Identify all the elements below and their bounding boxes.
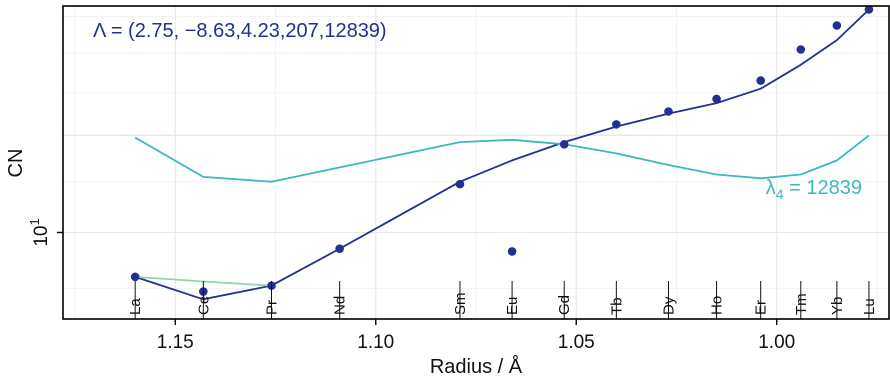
data-point-sm: [455, 179, 465, 189]
data-point-yb: [832, 21, 842, 30]
data-point-dy: [664, 107, 673, 116]
element-label-yb: Yb: [829, 297, 846, 315]
element-label-tb: Tb: [608, 297, 625, 315]
plot-frame: [62, 5, 890, 320]
data-point-ho: [712, 94, 721, 104]
lambda-annotation: Λ = (2.75, −8.63,4.23,207,12839): [93, 20, 387, 42]
element-label-er: Er: [753, 300, 770, 315]
element-label-tm: Tm: [793, 293, 810, 315]
data-point-tm: [796, 45, 806, 54]
data-point-la: [130, 272, 140, 282]
data-point-eu: [507, 247, 517, 256]
y-tick-label: 101: [27, 218, 52, 246]
x-tick-label: 1.00: [758, 332, 795, 353]
x-axis-title: Radius / Å: [430, 355, 523, 377]
element-label-ce: Ce: [195, 296, 212, 315]
element-label-nd: Nd: [332, 296, 349, 315]
data-point-nd: [335, 244, 344, 253]
x-tick-label: 1.10: [357, 332, 394, 353]
data-point-lu: [864, 5, 874, 14]
element-label-gd: Gd: [556, 295, 573, 315]
data-point-gd: [559, 140, 569, 149]
element-labels: La Ce Pr Nd Sm Eu Gd Tb Dy Ho Er Tm Yb Lu: [127, 281, 878, 319]
series-line-2: [134, 134, 870, 183]
element-label-ho: Ho: [709, 296, 726, 315]
element-label-dy: Dy: [660, 296, 677, 315]
element-label-sm: Sm: [452, 293, 469, 316]
points-layer: [130, 5, 874, 296]
element-label-pr: Pr: [264, 300, 281, 315]
element-label-la: La: [127, 298, 144, 315]
x-tick-label: 1.15: [157, 332, 194, 353]
data-point-tb: [612, 120, 621, 129]
series-line-1: [134, 8, 870, 301]
y-axis: 101: [27, 218, 63, 247]
x-tick-label: 1.05: [558, 332, 595, 353]
y-axis-title: CN: [5, 149, 27, 178]
element-label-eu: Eu: [504, 297, 521, 315]
grid-minor: [63, 6, 889, 319]
data-point-er: [756, 76, 765, 85]
lambda4-annotation: λ4 = 12839: [766, 177, 862, 202]
element-label-lu: Lu: [861, 298, 878, 315]
x-axis: 1.15 1.10 1.05 1.00: [157, 319, 795, 353]
